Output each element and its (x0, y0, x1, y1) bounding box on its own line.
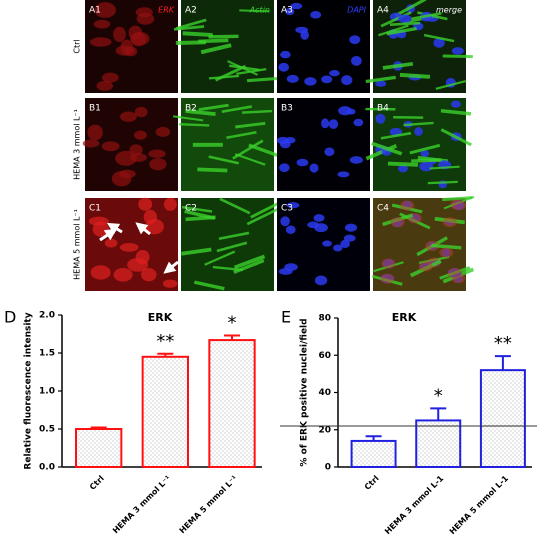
micrograph-texture (278, 202, 358, 286)
micrograph-texture (172, 103, 280, 173)
y-tick-label: 60 (318, 351, 331, 361)
x-tick-label: Ctrl (363, 474, 381, 492)
channel-label: Actin (249, 6, 270, 15)
micrograph-texture (181, 197, 282, 291)
panel-label: C1 (89, 204, 101, 214)
bar (479, 369, 526, 468)
micrograph-texture (365, 0, 473, 90)
panel-label: C2 (185, 204, 197, 214)
micrograph-texture (365, 100, 472, 189)
micrograph-texture (276, 106, 364, 178)
row-label: HEMA 5 mmol L⁻¹ (73, 209, 82, 280)
y-tick-label: 1.5 (39, 349, 55, 359)
micrograph (373, 98, 466, 191)
error-bar (494, 355, 511, 371)
y-tick-label: 1.0 (39, 387, 55, 397)
error-bar (224, 334, 240, 341)
error-bar (365, 435, 382, 441)
micrograph-texture (173, 9, 278, 83)
y-tick-label: 0 (325, 463, 331, 473)
y-tick-label: 0.5 (39, 425, 55, 435)
panel-label: C4 (377, 204, 389, 214)
y-axis-label: % of ERK positive nuclei/field (300, 318, 310, 466)
bar (75, 428, 123, 468)
significance: ** (156, 331, 174, 352)
micrograph-texture (371, 195, 475, 286)
x-tick-label: HEMA 3 mmol L⁻¹ (111, 473, 173, 535)
bar (350, 439, 397, 468)
significance: ** (494, 333, 512, 354)
arrow (163, 260, 179, 274)
x-tick-label: HEMA 3 mmol L-1 (383, 474, 446, 537)
y-tick-label: 20 (318, 425, 331, 435)
significance: * (228, 313, 237, 334)
significance: * (434, 385, 443, 406)
x-tick-label: HEMA 5 mmol L-1 (448, 474, 511, 537)
row-label: Ctrl (73, 39, 82, 53)
micrograph-texture (90, 2, 155, 91)
panel-letter: D (4, 308, 16, 327)
micrograph-texture (88, 197, 178, 288)
y-axis-label: Relative fluorescence intensity (24, 312, 34, 469)
channel-label: ERK (158, 6, 175, 15)
y-tick-label: 2.0 (39, 311, 55, 321)
error-bar (90, 426, 107, 429)
bar (208, 339, 256, 468)
bar (141, 355, 190, 468)
arrow (135, 222, 151, 236)
panel-label: C3 (281, 204, 293, 214)
panel-label: B1 (89, 104, 101, 114)
y-tick-label: 40 (318, 388, 331, 398)
panel-label: B3 (281, 104, 293, 114)
row-label: HEMA 3 mmol L⁻¹ (73, 109, 82, 180)
panel-label: A3 (281, 6, 293, 16)
panel-label: A2 (185, 6, 197, 16)
error-bar (430, 407, 447, 421)
panel-letter: E (281, 308, 291, 327)
chart-title: ERK (148, 311, 173, 324)
micrograph-grid: A1 A2 A3 A4 B1 B2 B3 B4 C1 C2 C3 C4 ERK Actin DAPI merg… (73, 0, 475, 291)
arrow (106, 222, 123, 235)
channel-label: DAPI (347, 6, 366, 15)
micrograph-texture (278, 2, 362, 86)
panel-label: A1 (89, 6, 101, 16)
y-tick-label: 80 (318, 314, 331, 324)
error-bar (157, 352, 174, 357)
charts: D ERK Relative fluorescence intensity 0.0 0.… (4, 308, 537, 537)
y-tick-label: 0.0 (39, 463, 55, 473)
panel-label: B2 (185, 104, 197, 114)
x-tick-label: Ctrl (88, 474, 106, 492)
channel-label: merge (436, 6, 462, 15)
panel-label: B4 (377, 104, 389, 114)
x-tick-label: HEMA 5 mmol L⁻¹ (178, 473, 240, 535)
micrograph-texture (82, 106, 171, 187)
chart-title: ERK (392, 311, 417, 324)
panel-label: A4 (377, 6, 389, 16)
bar (415, 419, 462, 468)
